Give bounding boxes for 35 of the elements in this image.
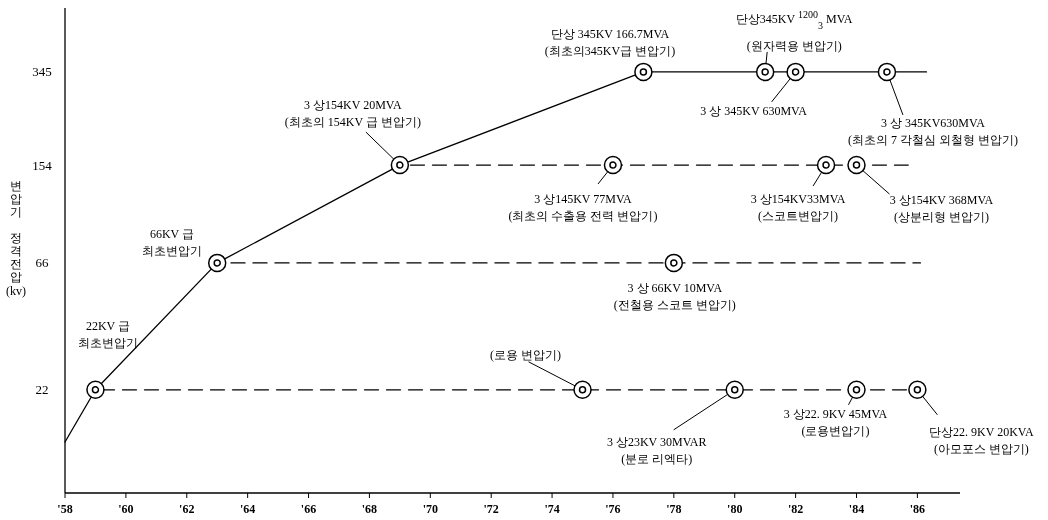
x-tick-label: '60 — [118, 502, 134, 516]
annotation: 단상 345KV 166.7MVA (최초의345KV급 변압기) — [544, 27, 676, 58]
annotation: 3 상 345KV630MVA (최초의 7 각철심 외철형 변압기) — [847, 115, 1018, 147]
y-tick-label: 22 — [35, 382, 49, 398]
annotation: 3 상 345KV 630MVA — [700, 103, 808, 118]
x-tick-label: '84 — [848, 502, 865, 516]
x-tick-label: '78 — [666, 502, 682, 516]
annotation: 3 상145KV 77MVA (최초의 수출용 전력 변압기) — [508, 192, 658, 224]
x-tick-label: '74 — [544, 502, 560, 516]
x-tick-label: '58 — [57, 502, 73, 516]
x-tick-label: '86 — [909, 502, 926, 516]
annotation: 3 상23KV 30MVAR (분로 리엑타) — [606, 434, 707, 466]
x-tick-label: '82 — [787, 502, 804, 516]
x-tick-label: '64 — [239, 502, 256, 516]
y-axis-title: 변압기 정격전압 (kv) — [6, 179, 26, 298]
annotation: 단상22. 9KV 20KVA (아모포스 변압기) — [929, 424, 1034, 456]
x-tick-label: '76 — [605, 502, 621, 516]
annotation: 3 상 66KV 10MVA (전철용 스코트 변압기) — [613, 280, 736, 312]
x-tick-label: '80 — [727, 502, 743, 516]
y-tick-label: 345 — [32, 64, 52, 80]
x-tick-label: '68 — [361, 502, 378, 516]
annotation: 3 상154KV33MVA (스코트변압기) — [750, 192, 846, 224]
annotation: 단상345KV $^{1200}$$_{3}$ MVA (원자력용 변압기) — [735, 8, 853, 53]
x-tick-label: '72 — [483, 502, 499, 516]
annotation: (로용 변압기) — [490, 347, 562, 362]
x-tick-label: '70 — [422, 502, 438, 516]
y-tick-label: 154 — [32, 157, 53, 173]
annotation: 3 상22. 9KV 45MVA (로용변압기) — [783, 406, 888, 438]
annotation: 3 상154KV 20MVA (최초의 154KV 급 변압기) — [284, 98, 421, 130]
annotation: 3 상154KV 368MVA (상분리형 변압기) — [889, 193, 994, 225]
y-tick-label: 66 — [35, 255, 49, 271]
x-tick-label: '66 — [300, 502, 317, 516]
annotation: 66KV 급 최초변압기 — [142, 227, 202, 258]
annotation: 22KV 급 최초변압기 — [78, 319, 138, 350]
x-tick-label: '62 — [179, 502, 195, 516]
